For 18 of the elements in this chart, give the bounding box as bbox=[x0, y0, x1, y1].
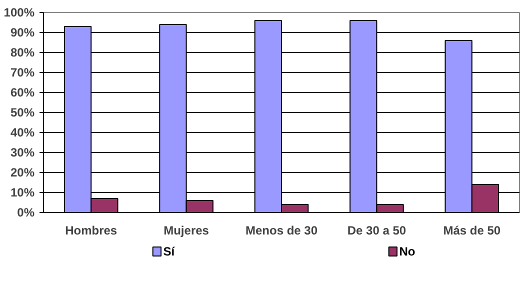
x-tick-label: De 30 a 50 bbox=[347, 224, 406, 238]
y-tick-label: 60% bbox=[10, 86, 35, 100]
y-tick-label: 30% bbox=[10, 146, 35, 160]
x-tick-label: Más de 50 bbox=[443, 224, 501, 238]
y-tick-label: 20% bbox=[10, 166, 35, 180]
legend-label: Sí bbox=[163, 244, 176, 258]
x-tick-label: Menos de 30 bbox=[245, 224, 318, 238]
y-tick-label: 80% bbox=[10, 46, 35, 60]
y-tick-label: 100% bbox=[4, 6, 35, 20]
y-tick-label: 70% bbox=[10, 66, 35, 80]
y-tick-label: 90% bbox=[10, 26, 35, 40]
y-tick-label: 0% bbox=[17, 206, 35, 220]
x-tick-label: Mujeres bbox=[164, 224, 210, 238]
legend-label: No bbox=[399, 244, 416, 258]
x-tick-label: Hombres bbox=[65, 224, 118, 238]
y-tick-label: 10% bbox=[10, 186, 35, 200]
y-tick-label: 40% bbox=[10, 126, 35, 140]
y-tick-label: 50% bbox=[10, 106, 35, 120]
